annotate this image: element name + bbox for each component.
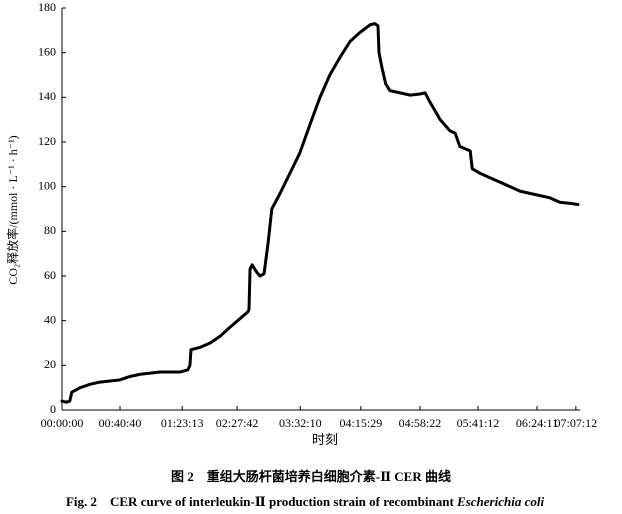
x-tick-label: 05:41:12 <box>457 416 500 430</box>
caption-cn: 图 2 重组大肠杆菌培养白细胞介素-Ⅱ CER 曲线 <box>171 469 451 484</box>
x-tick-label: 04:15:29 <box>340 416 383 430</box>
x-tick-label: 07:07:12 <box>555 416 598 430</box>
data-line <box>60 22 580 404</box>
y-axis-label: CO₂释放率/(mmol · L⁻¹ · h⁻¹) <box>5 135 20 284</box>
y-tick-label: 160 <box>38 44 56 58</box>
y-tick-label: 40 <box>44 312 56 326</box>
x-tick-label: 00:00:00 <box>41 416 84 430</box>
x-tick-label: 04:58:22 <box>399 416 442 430</box>
caption-en-italic: Escherichia coli <box>456 494 544 509</box>
x-tick-label: 00:40:40 <box>99 416 142 430</box>
y-tick-label: 60 <box>44 268 56 282</box>
x-tick-label: 01:23:13 <box>161 416 204 430</box>
y-tick-label: 80 <box>44 223 56 237</box>
x-tick-label: 02:27:42 <box>216 416 259 430</box>
y-tick-label: 120 <box>38 134 56 148</box>
caption-en-text: Fig. 2 CER curve of interleukin-Ⅱ produc… <box>66 494 457 509</box>
x-tick-label: 06:24:11 <box>516 416 558 430</box>
x-tick-label: 03:32:10 <box>279 416 322 430</box>
x-axis-label: 时刻 <box>312 432 338 447</box>
y-tick-label: 100 <box>38 178 56 192</box>
caption-en: Fig. 2 CER curve of interleukin-Ⅱ produc… <box>66 494 545 509</box>
y-tick-label: 180 <box>38 0 56 14</box>
y-tick-label: 20 <box>44 357 56 371</box>
y-tick-label: 0 <box>50 402 56 416</box>
y-tick-label: 140 <box>38 89 56 103</box>
